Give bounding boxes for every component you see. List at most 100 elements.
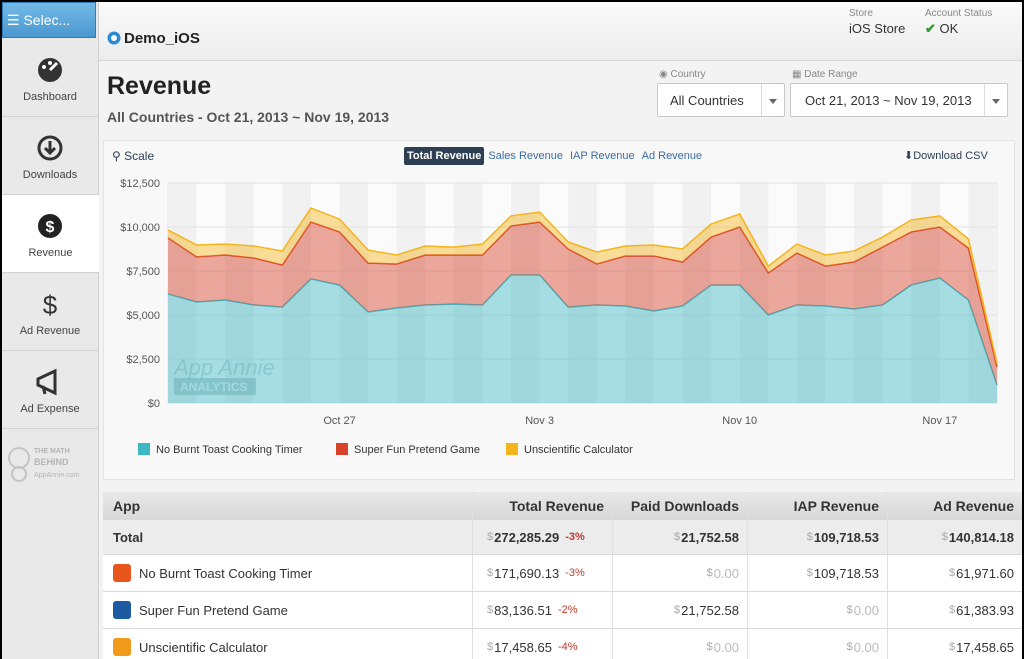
amount: 61,971.60 xyxy=(956,565,1014,581)
legend-swatch xyxy=(336,443,348,455)
currency: $ xyxy=(706,641,713,653)
change: -4% xyxy=(557,641,578,653)
value-cell: $109,718.53 xyxy=(747,520,887,554)
app-name[interactable]: No Burnt Toast Cooking Timer xyxy=(139,565,313,581)
app-name[interactable]: Unscientific Calculator xyxy=(139,639,268,655)
currency: $ xyxy=(487,604,494,616)
scale-button[interactable]: ⚲ Scale xyxy=(112,149,155,163)
logo-text: THE MATH xyxy=(34,448,70,455)
svg-text:$: $ xyxy=(43,290,58,319)
amount: 109,718.53 xyxy=(813,565,879,581)
currency: $ xyxy=(487,567,494,579)
watermark: App Annie xyxy=(172,355,275,380)
amount: 140,814.18 xyxy=(948,529,1014,545)
app-cell: No Burnt Toast Cooking Timer xyxy=(103,555,472,591)
nav-ad-expense[interactable]: Ad Expense xyxy=(2,351,98,429)
menu-button-label: Selec... xyxy=(23,12,71,28)
table-row[interactable]: Super Fun Pretend Game $83,136.51 -2% $21,7… xyxy=(103,592,1022,629)
currency: $ xyxy=(806,567,813,579)
nav-label: Ad Revenue xyxy=(19,325,81,337)
amount: 61,383.93 xyxy=(956,602,1014,618)
logo: THE MATH BEHIND AppAnnie.com xyxy=(8,442,94,487)
store-label: Store xyxy=(849,8,873,19)
country-value: All Countries xyxy=(670,93,744,108)
nav-ad-revenue[interactable]: $ Ad Revenue xyxy=(2,273,98,351)
day-column xyxy=(339,183,369,403)
table-row[interactable]: Unscientific Calculator $17,458.65 -4% $0.0… xyxy=(103,629,1022,659)
download-csv[interactable]: ⬇Download CSV xyxy=(904,150,988,162)
logo-text: AppAnnie.com xyxy=(34,472,80,479)
amount: 17,458.65 xyxy=(494,639,552,655)
download-label: Download CSV xyxy=(913,150,988,162)
amount: 0.00 xyxy=(713,565,739,581)
app-icon xyxy=(113,601,131,619)
tab[interactable]: IAP Revenue xyxy=(569,150,635,162)
day-column xyxy=(625,183,654,403)
top-bar: Demo_iOS Store iOS Store Account Status … xyxy=(99,2,1022,61)
currency: $ xyxy=(674,531,681,543)
downloads-icon xyxy=(37,135,63,161)
header-cell: IAP Revenue xyxy=(747,492,887,519)
tab[interactable]: Total Revenue xyxy=(404,147,485,165)
value-cell: $17,458.65 -4% xyxy=(472,629,612,659)
value-cell: $17,458.65 xyxy=(887,629,1022,659)
currency: $ xyxy=(949,641,956,653)
tab[interactable]: Ad Revenue xyxy=(641,150,703,162)
select-caret xyxy=(761,84,784,116)
amount: 83,136.51 xyxy=(494,602,552,618)
day-column xyxy=(682,183,712,403)
value-cell: $0.00 xyxy=(612,555,747,591)
status-value: ✔ OK xyxy=(925,21,959,36)
revenue-table: App Total Revenue Paid Downloads IAP Revenu… xyxy=(103,492,1022,659)
currency: $ xyxy=(949,567,956,579)
country-select[interactable]: All Countries xyxy=(657,83,785,117)
date-select[interactable]: Oct 21, 2013 ~ Nov 19, 2013 xyxy=(790,83,1008,117)
day-column xyxy=(796,183,826,403)
value-cell: $21,752.58 xyxy=(612,520,747,554)
tab[interactable]: Sales Revenue xyxy=(488,150,563,162)
app-cell: Unscientific Calculator xyxy=(103,629,472,659)
x-tick-label: Nov 3 xyxy=(525,415,554,427)
amount: 272,285.29 xyxy=(494,529,560,545)
area-line xyxy=(167,274,998,386)
svg-text:$: $ xyxy=(46,219,55,236)
currency: $ xyxy=(806,531,813,543)
value-cell: $83,136.51 -2% xyxy=(472,592,612,628)
day-column xyxy=(396,183,426,403)
date-value: Oct 21, 2013 ~ Nov 19, 2013 xyxy=(805,93,972,108)
change: -3% xyxy=(565,531,585,543)
app-icon xyxy=(113,638,131,656)
change: -3% xyxy=(565,567,585,579)
ad-expense-icon xyxy=(36,368,57,396)
amount: 21,752.58 xyxy=(681,529,739,545)
menu-button[interactable]: ☰ Selec... xyxy=(2,2,96,38)
app-name: Total xyxy=(113,529,144,545)
currency: $ xyxy=(846,604,853,616)
nav-label: Revenue xyxy=(28,247,73,259)
table-header: App Total Revenue Paid Downloads IAP Revenu… xyxy=(103,492,1022,520)
ad-revenue-icon: $ xyxy=(43,290,58,319)
dashboard-icon xyxy=(38,58,62,82)
amount: 0.00 xyxy=(713,639,739,655)
currency: $ xyxy=(706,567,713,579)
day-column xyxy=(225,183,254,403)
x-tick-label: Oct 27 xyxy=(323,415,355,427)
currency: $ xyxy=(949,604,956,616)
value-cell: $61,383.93 xyxy=(887,592,1022,628)
app-name[interactable]: Super Fun Pretend Game xyxy=(139,602,288,618)
nav-dashboard[interactable]: Dashboard xyxy=(2,39,98,117)
header-cell: Total Revenue xyxy=(472,492,612,519)
date-label: ▦ Date Range xyxy=(792,69,858,80)
nav-downloads[interactable]: Downloads xyxy=(2,117,98,195)
logo-mark xyxy=(8,447,30,482)
y-tick-label: $5,000 xyxy=(126,310,160,322)
status-label: Account Status xyxy=(925,8,993,19)
amount: 0.00 xyxy=(853,602,879,618)
amount: 21,752.58 xyxy=(681,602,739,618)
value-cell: $61,971.60 xyxy=(887,555,1022,591)
value-cell: $171,690.13 -3% xyxy=(472,555,612,591)
nav-revenue[interactable]: $ Revenue xyxy=(2,195,99,273)
table-row[interactable]: No Burnt Toast Cooking Timer $171,690.13-… xyxy=(103,555,1022,592)
header-cell: Paid Downloads xyxy=(612,492,747,519)
